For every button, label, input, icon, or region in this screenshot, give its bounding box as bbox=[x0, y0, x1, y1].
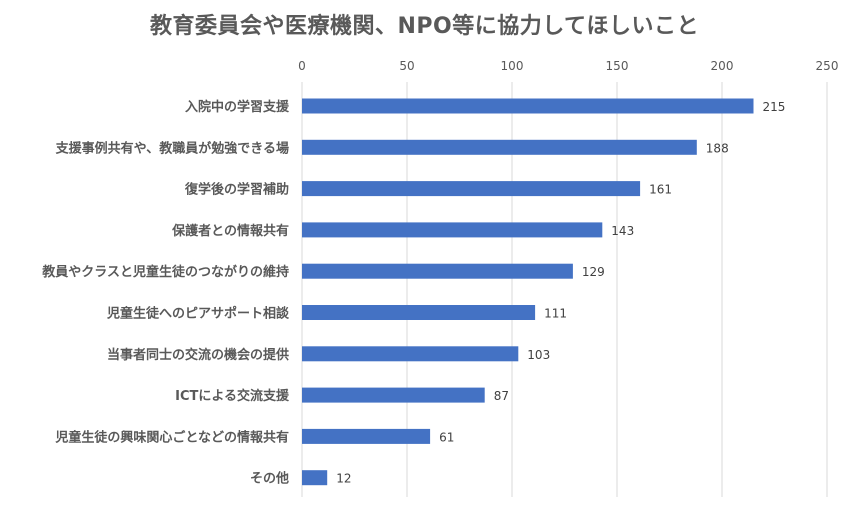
x-tick-label: 200 bbox=[711, 59, 734, 73]
chart-title: 教育委員会や医療機関、NPO等に協力してほしいこと bbox=[149, 14, 700, 39]
category-label: その他 bbox=[250, 471, 289, 487]
x-tick-label: 150 bbox=[606, 59, 629, 73]
bar bbox=[302, 428, 431, 444]
bar bbox=[302, 98, 754, 114]
category-label: ICTによる交流支援 bbox=[175, 388, 290, 404]
bar bbox=[302, 263, 573, 279]
data-label: 143 bbox=[611, 224, 634, 238]
category-label: 入院中の学習支援 bbox=[185, 99, 290, 115]
data-label: 215 bbox=[763, 100, 786, 114]
bar bbox=[302, 305, 536, 320]
category-label: 当事者同士の交流の機会の提供 bbox=[107, 347, 289, 363]
x-tick-label: 250 bbox=[816, 59, 839, 73]
bar bbox=[302, 139, 697, 155]
category-label: 保護者との情報共有 bbox=[171, 223, 289, 239]
data-label: 161 bbox=[649, 183, 672, 197]
bar bbox=[302, 346, 519, 362]
category-label: 支援事例共有や、教職員が勉強できる場 bbox=[55, 140, 289, 156]
x-tick-label: 100 bbox=[501, 59, 524, 73]
category-label: 教員やクラスと児童生徒のつながりの維持 bbox=[41, 264, 289, 280]
bar bbox=[302, 387, 485, 403]
data-label: 12 bbox=[336, 472, 351, 486]
data-label: 61 bbox=[439, 430, 454, 444]
x-tick-label: 50 bbox=[399, 59, 414, 73]
x-tick-label: 0 bbox=[298, 59, 306, 73]
category-label: 児童生徒へのピアサポート相談 bbox=[106, 306, 290, 322]
category-label: 復学後の学習補助 bbox=[184, 182, 289, 198]
data-label: 87 bbox=[494, 389, 509, 403]
data-label: 103 bbox=[527, 348, 550, 362]
data-label: 129 bbox=[582, 265, 605, 279]
data-label: 111 bbox=[544, 307, 567, 321]
bar bbox=[302, 470, 328, 486]
bar bbox=[302, 222, 603, 238]
category-label: 児童生徒の興味関心ごとなどの情報共有 bbox=[54, 429, 289, 445]
bar bbox=[302, 181, 641, 197]
data-label: 188 bbox=[706, 141, 729, 155]
